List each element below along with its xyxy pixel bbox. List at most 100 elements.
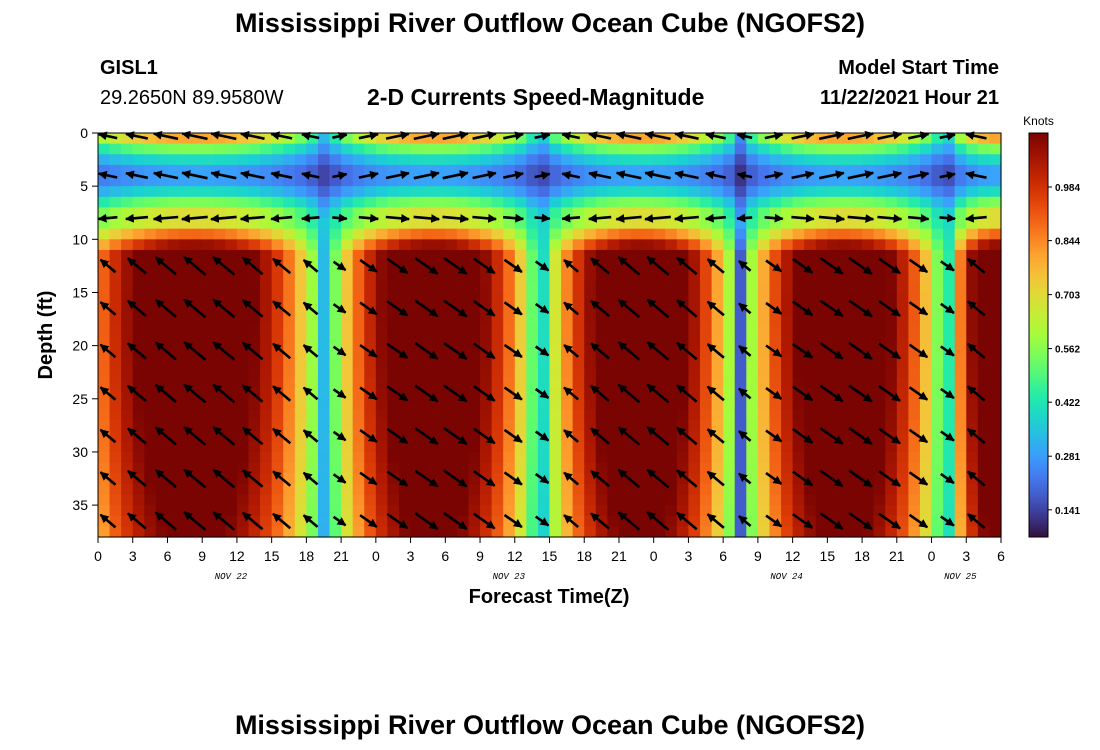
heatmap-cell — [630, 239, 643, 251]
current-arrow — [617, 341, 641, 361]
heatmap-cell — [850, 207, 863, 219]
heatmap-cell — [190, 420, 203, 432]
heatmap-cell — [294, 430, 307, 442]
heatmap-cell — [584, 218, 597, 230]
heatmap-cell — [908, 505, 921, 517]
heatmap-cell — [445, 420, 458, 432]
heatmap-cell — [98, 218, 111, 230]
heatmap-cell — [561, 249, 574, 262]
heatmap-cell — [792, 505, 805, 517]
current-arrow — [386, 470, 409, 487]
heatmap-cell — [132, 324, 145, 336]
heatmap-cell — [526, 515, 539, 527]
heatmap-cell — [966, 420, 979, 432]
heatmap-cell — [283, 473, 296, 485]
heatmap-cell — [445, 196, 458, 209]
heatmap-cell — [549, 186, 562, 198]
heatmap-cell — [781, 345, 794, 357]
heatmap-cell — [456, 398, 470, 411]
heatmap-cell — [827, 366, 840, 379]
heatmap-cell — [121, 271, 134, 283]
heatmap-cell — [98, 239, 111, 251]
heatmap-cell — [618, 281, 632, 294]
heatmap-cell — [873, 409, 886, 421]
heatmap-cell — [943, 366, 956, 379]
heatmap-cell — [549, 228, 562, 240]
heatmap-cell — [815, 164, 828, 177]
heatmap-cell — [503, 207, 516, 219]
heatmap-cell — [665, 335, 678, 347]
heatmap-cell — [723, 377, 736, 389]
heatmap-cell — [213, 186, 226, 198]
heatmap-cell — [966, 462, 979, 474]
heatmap-cell — [260, 324, 273, 336]
heatmap-cell — [468, 143, 481, 155]
heatmap-cell — [167, 228, 180, 240]
heatmap-cell — [954, 505, 967, 517]
heatmap-cell — [572, 271, 585, 283]
heatmap-cell — [595, 281, 608, 294]
heatmap-cell — [294, 388, 307, 400]
heatmap-cell — [989, 409, 1002, 421]
current-arrow — [818, 214, 846, 223]
heatmap-cell — [155, 154, 169, 166]
heatmap-cell — [618, 175, 632, 187]
heatmap-cell — [908, 260, 921, 272]
heatmap-cell — [943, 207, 956, 219]
heatmap-cell — [630, 366, 643, 379]
heatmap-cell — [399, 186, 412, 198]
heatmap-cell — [433, 420, 446, 432]
station-coordinates: 29.2650N 89.9580W — [100, 87, 284, 109]
heatmap-cell — [399, 249, 412, 262]
heatmap-cell — [873, 218, 886, 230]
heatmap-cell — [387, 143, 400, 155]
current-arrow — [359, 386, 378, 401]
heatmap-cell — [445, 335, 458, 347]
heatmap-cell — [537, 143, 551, 155]
heatmap-cell — [676, 430, 690, 442]
heatmap-cell — [225, 462, 238, 474]
heatmap-cell — [167, 409, 180, 421]
heatmap-cell — [491, 143, 504, 155]
heatmap-cell — [572, 409, 585, 421]
heatmap-cell — [468, 292, 481, 304]
heatmap-cell — [155, 409, 169, 421]
heatmap-cell — [757, 462, 771, 474]
heatmap-cell — [665, 398, 678, 411]
heatmap-cell — [873, 377, 886, 389]
current-arrow — [646, 341, 670, 361]
heatmap-cell — [387, 303, 400, 315]
heatmap-cell — [746, 260, 759, 272]
heatmap-cell — [919, 218, 933, 230]
heatmap-cell — [746, 473, 759, 485]
heatmap-cell — [514, 398, 527, 411]
heatmap-cell — [688, 441, 701, 453]
heatmap-cell — [526, 175, 539, 187]
heatmap-cell — [618, 260, 632, 272]
heatmap-cell — [757, 505, 771, 517]
heatmap-cell — [445, 260, 458, 272]
heatmap-cell — [317, 409, 331, 421]
heatmap-cell — [838, 473, 852, 485]
heatmap-cell — [329, 271, 342, 283]
current-arrow — [706, 385, 725, 402]
current-arrow — [414, 512, 439, 531]
heatmap-cell — [688, 281, 701, 294]
heatmap-cell — [213, 196, 226, 209]
heatmap-cell — [838, 218, 852, 230]
heatmap-cell — [757, 388, 771, 400]
heatmap-cell — [341, 420, 354, 432]
heatmap-cell — [202, 366, 215, 379]
heatmap-cell — [804, 154, 817, 166]
heatmap-cell — [642, 505, 655, 517]
heatmap-cell — [595, 335, 608, 347]
heatmap-cell — [954, 324, 967, 336]
heatmap-cell — [919, 271, 933, 283]
heatmap-cell — [236, 377, 250, 389]
heatmap-cell — [734, 324, 747, 336]
heatmap-cell — [294, 345, 307, 357]
current-arrow — [847, 214, 875, 223]
heatmap-cell — [572, 366, 585, 379]
current-arrow — [302, 344, 319, 358]
